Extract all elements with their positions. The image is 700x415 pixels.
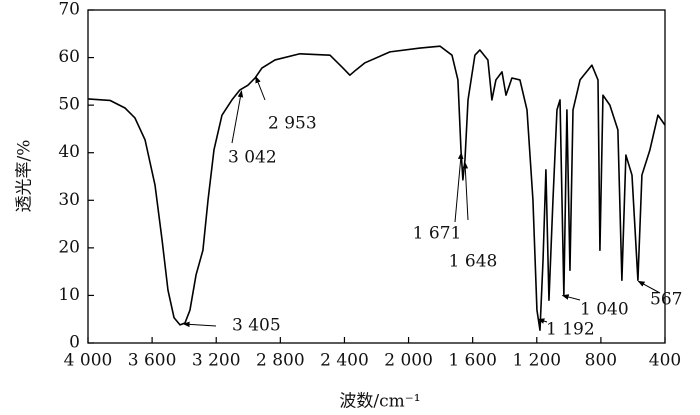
annotation-label: 567 <box>650 290 682 310</box>
x-tick-label: 3 200 <box>192 351 241 371</box>
y-tick-label: 40 <box>58 142 80 162</box>
annotation-label: 1 192 <box>546 320 595 340</box>
annotation-label: 1 671 <box>413 224 462 244</box>
y-tick-label: 60 <box>58 47 80 67</box>
annotation-arrow <box>537 318 548 324</box>
annotation-arrow <box>182 321 217 328</box>
annotation-label: 2 953 <box>268 114 317 134</box>
x-tick-label: 3 600 <box>128 351 177 371</box>
annotation-arrow <box>462 161 469 221</box>
y-tick-label: 20 <box>58 237 80 257</box>
annotation-label: 1 648 <box>449 252 498 272</box>
annotation-label: 3 405 <box>232 316 281 336</box>
y-tick-label: 70 <box>58 0 80 20</box>
annotation-arrow <box>454 152 464 223</box>
x-tick-label: 1 600 <box>448 351 497 371</box>
annotation-label: 3 042 <box>228 148 277 168</box>
x-axis-label: 波数/cm⁻¹ <box>339 392 420 412</box>
plot-frame <box>87 9 666 344</box>
annotation-arrow <box>637 280 661 294</box>
annotation-arrow <box>255 75 266 101</box>
y-tick-label: 30 <box>58 190 80 210</box>
y-tick-label: 0 <box>69 333 80 353</box>
x-tick-label: 1 200 <box>512 351 561 371</box>
x-tick-label: 2 400 <box>320 351 369 371</box>
annotation-label: 1 040 <box>580 300 629 320</box>
x-tick-label: 400 <box>649 351 681 371</box>
spectrum-line <box>87 45 666 331</box>
x-tick-label: 2 000 <box>384 351 433 371</box>
x-tick-label: 800 <box>585 351 617 371</box>
annotation-arrow <box>231 90 244 144</box>
annotation-arrow <box>561 294 581 301</box>
y-axis-label: 透光率/% <box>15 140 35 213</box>
y-tick-label: 10 <box>58 285 80 305</box>
x-tick-label: 4 000 <box>64 351 113 371</box>
x-tick-label: 2 800 <box>256 351 305 371</box>
y-tick-label: 50 <box>58 95 80 115</box>
